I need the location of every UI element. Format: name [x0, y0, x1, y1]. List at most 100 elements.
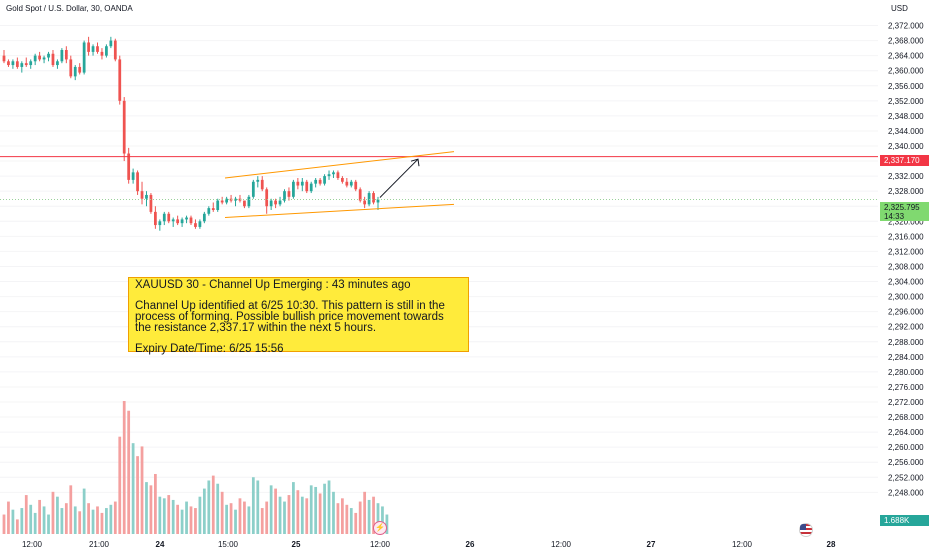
- volume-bar: [140, 446, 144, 534]
- volume-bar: [278, 496, 282, 534]
- price-axis: 2,372.000 2,368.000 2,364.000 2,360.000 2,35…: [888, 22, 924, 498]
- pattern-annotation[interactable]: XAUUSD 30 - Channel Up Emerging : 43 min…: [128, 277, 469, 355]
- volume-bar: [131, 443, 135, 534]
- volume-bar: [149, 485, 153, 534]
- candle-body: [87, 42, 90, 52]
- volume-bar: [105, 508, 108, 534]
- volume-bar: [269, 485, 273, 534]
- candle-body: [122, 100, 126, 154]
- price-tick-label: 2,268.000: [888, 413, 924, 422]
- volume-bar: [305, 498, 309, 534]
- candle-body: [225, 198, 228, 203]
- volume-bars: [2, 401, 389, 534]
- bar-countdown: 14:33: [884, 212, 905, 221]
- volume-bar: [332, 491, 335, 534]
- price-tick-label: 2,264.000: [888, 428, 924, 437]
- annotation-expiry: Expiry Date/Time: 6/25 15:56: [135, 343, 284, 355]
- candle-body: [216, 200, 220, 210]
- volume-bar: [56, 496, 59, 534]
- volume-bar: [162, 498, 166, 534]
- price-tick-label: 2,360.000: [888, 67, 924, 76]
- candle-body: [207, 208, 211, 214]
- annotation-body: Channel Up identified at 6/25 10:30. Thi…: [135, 300, 445, 334]
- volume-bar: [51, 491, 55, 534]
- time-tick-label: 27: [647, 540, 656, 549]
- bolt-icon[interactable]: ⚡: [373, 521, 387, 535]
- price-tick-label: 2,272.000: [888, 398, 924, 407]
- volume-bar: [127, 410, 131, 534]
- price-tick-label: 2,252.000: [888, 473, 924, 482]
- volume-bar: [29, 504, 33, 534]
- candle-body: [162, 213, 166, 222]
- candle-body: [69, 59, 73, 77]
- currency-label[interactable]: USD: [885, 2, 925, 16]
- us-flag-icon[interactable]: [799, 523, 813, 537]
- candle-body: [292, 181, 295, 197]
- candle-body: [305, 181, 309, 192]
- volume-bar: [109, 504, 113, 534]
- volume-bar: [381, 506, 384, 534]
- price-tick-label: 2,352.000: [888, 97, 924, 106]
- candle-body: [274, 200, 277, 205]
- candle-body: [64, 50, 68, 60]
- candle-body: [38, 55, 41, 60]
- candle-body: [345, 181, 349, 186]
- volume-bar: [229, 503, 233, 534]
- price-tick-label: 2,248.000: [888, 488, 924, 497]
- price-tick-label: 2,256.000: [888, 458, 924, 467]
- candle-body: [372, 193, 375, 203]
- volume-bar: [296, 490, 300, 534]
- candle-body: [60, 50, 64, 62]
- candle-body: [354, 181, 358, 190]
- candle-body: [314, 179, 318, 184]
- candle-body: [256, 179, 260, 182]
- candle-body: [318, 179, 322, 184]
- candle-body: [323, 176, 326, 184]
- volume-bar: [300, 496, 304, 534]
- volume-bar: [318, 493, 322, 534]
- time-tick-label: 24: [156, 540, 165, 549]
- candle-body: [220, 200, 224, 203]
- price-tick-label: 2,340.000: [888, 142, 924, 151]
- candle-body: [82, 42, 86, 73]
- volume-bar: [60, 508, 64, 534]
- last-price-tag: 2,325.795 14:33: [880, 202, 929, 221]
- candle-body: [136, 172, 139, 192]
- time-axis: 12:00 21:00 24 15:00 25 12:00 26 12:00 27 12:00 28: [0, 536, 932, 550]
- volume-bar: [118, 436, 122, 534]
- symbol-title[interactable]: Gold Spot / U.S. Dollar, 30, OANDA: [6, 4, 133, 13]
- candle-body: [367, 193, 371, 205]
- volume-bar: [216, 483, 220, 534]
- candle-body: [300, 181, 304, 186]
- resistance-price-tag: 2,337.170: [880, 155, 929, 166]
- volume-bar: [154, 473, 157, 534]
- target-arrow-head: [410, 158, 420, 167]
- channel-upper-line: [224, 151, 455, 179]
- volume-bar: [323, 483, 326, 534]
- volume-bar: [180, 509, 184, 534]
- candle-body: [180, 219, 184, 224]
- volume-bar: [15, 519, 19, 534]
- price-tick-label: 2,368.000: [888, 37, 924, 46]
- time-tick-label: 28: [827, 540, 836, 549]
- volume-bar: [358, 501, 362, 534]
- candle-body: [109, 40, 113, 47]
- chart-grid: [0, 25, 878, 493]
- volume-bar: [69, 485, 73, 534]
- candle-body: [341, 178, 344, 182]
- volume-bar: [100, 512, 104, 534]
- candle-body: [171, 219, 175, 222]
- price-tick-label: 2,300.000: [888, 293, 924, 302]
- volume-bar: [42, 506, 46, 534]
- candle-body: [127, 153, 131, 180]
- time-tick-label: 12:00: [732, 540, 753, 549]
- price-tick-label: 2,344.000: [888, 127, 924, 136]
- candle-body: [78, 66, 82, 73]
- volume-bar: [207, 480, 211, 534]
- candle-body: [113, 40, 117, 60]
- price-tick-label: 2,304.000: [888, 278, 924, 287]
- candle-body: [96, 46, 99, 52]
- price-tick-label: 2,364.000: [888, 52, 924, 61]
- volume-bar: [73, 506, 77, 534]
